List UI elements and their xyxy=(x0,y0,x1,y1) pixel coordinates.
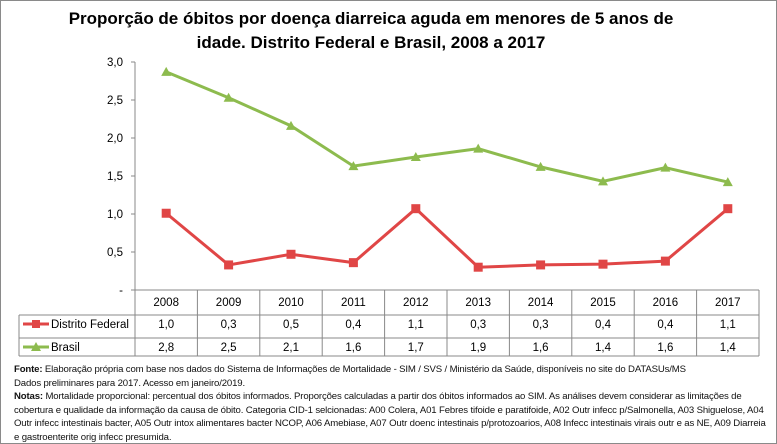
table-cell-value: 0,5 xyxy=(283,319,299,331)
y-tick-label: 2,0 xyxy=(107,133,123,145)
chart-title: Proporção de óbitos por doença diarreica… xyxy=(61,7,681,55)
source-note-line2: Dados preliminares para 2017. Acesso em … xyxy=(14,377,245,389)
x-category-label: 2010 xyxy=(278,297,304,309)
series-line-brasil xyxy=(165,70,729,184)
table-cell-value: 1,9 xyxy=(470,342,486,354)
data-point-marker xyxy=(723,204,733,214)
x-category-label: 2015 xyxy=(590,297,616,309)
data-point-marker xyxy=(536,260,546,270)
table-cell-value: 1,7 xyxy=(408,342,424,354)
x-category-label: 2017 xyxy=(715,297,741,309)
series-line-distrito-federal xyxy=(165,206,729,269)
data-point-marker xyxy=(535,161,546,171)
data-point-marker xyxy=(223,92,234,102)
table-cell-value: 1,0 xyxy=(158,319,174,331)
notes: Fonte: Elaboração própria com base nos d… xyxy=(14,363,769,443)
table-cell-value: 1,1 xyxy=(408,319,424,331)
data-point-marker xyxy=(473,143,484,153)
notes-text: Notas: Mortalidade proporcional: percent… xyxy=(14,390,769,443)
table-cell-value: 1,6 xyxy=(657,342,673,354)
table-cell-value: 2,5 xyxy=(221,342,237,354)
data-point-marker xyxy=(473,262,483,272)
title-line-1: Proporção de óbitos por doença diarreica… xyxy=(68,9,674,28)
notes-label: Notas: xyxy=(14,391,43,403)
x-category-label: 2013 xyxy=(465,297,491,309)
source-label: Fonte: xyxy=(14,364,43,375)
legend-label: Distrito Federal xyxy=(51,319,129,331)
x-category-label: 2014 xyxy=(528,297,554,309)
table-cell-value: 1,6 xyxy=(345,342,361,354)
legend-triangle-icon xyxy=(31,342,41,351)
table-cell-value: 0,3 xyxy=(533,319,549,331)
data-point-marker xyxy=(286,249,296,259)
legend-label: Brasil xyxy=(51,342,80,354)
table-cell-value: 0,3 xyxy=(470,319,486,331)
data-point-marker xyxy=(286,120,296,130)
y-tick-label: 1,0 xyxy=(107,209,123,221)
data-point-marker xyxy=(598,259,608,269)
y-tick-label: 1,5 xyxy=(107,171,123,183)
y-tick-label: - xyxy=(119,285,123,297)
data-point-marker xyxy=(411,204,421,214)
data-point-marker xyxy=(660,256,670,266)
table-cell-value: 2,8 xyxy=(158,342,174,354)
table-cell-value: 0,4 xyxy=(595,319,612,331)
data-point-marker xyxy=(598,176,608,186)
table-cell-value: 1,4 xyxy=(720,342,737,354)
y-tick-label: 2,5 xyxy=(107,95,123,107)
data-point-marker xyxy=(348,258,358,268)
line-chart: - 0,5 1,0 1,5 2,0 2,5 3,0 2008 2009 2010 2011 2012 2… xyxy=(18,57,760,357)
data-point-marker xyxy=(161,66,172,76)
data-point-marker xyxy=(348,161,359,171)
x-category-label: 2012 xyxy=(403,297,429,309)
data-point-marker xyxy=(660,162,671,172)
y-tick-label: 0,5 xyxy=(107,247,123,259)
legend-square-icon xyxy=(32,320,40,328)
table-cell-value: 0,3 xyxy=(221,319,237,331)
table-cell-value: 2,1 xyxy=(283,342,299,354)
x-category-label: 2008 xyxy=(153,297,179,309)
table-cell-value: 1,6 xyxy=(533,342,549,354)
data-point-marker xyxy=(722,177,733,187)
notes-body: Mortalidade proporcional: percentual dos… xyxy=(14,391,766,443)
table-cell-value: 1,4 xyxy=(595,342,612,354)
x-category-label: 2009 xyxy=(216,297,242,309)
title-line-2: idade. Distrito Federal e Brasil, 2008 a… xyxy=(196,33,546,52)
x-category-label: 2011 xyxy=(341,297,366,309)
data-point-marker xyxy=(410,152,421,161)
table-cell-value: 1,1 xyxy=(720,319,736,331)
y-tick-label: 3,0 xyxy=(107,57,123,69)
x-category-label: 2016 xyxy=(653,297,679,309)
source-note: Fonte: Elaboração própria com base nos d… xyxy=(14,363,769,377)
source-text: Elaboração própria com base nos dados do… xyxy=(42,364,686,375)
table-cell-value: 0,4 xyxy=(345,319,362,331)
data-point-marker xyxy=(161,208,171,218)
data-point-marker xyxy=(224,260,234,270)
table-cell-value: 0,4 xyxy=(657,319,674,331)
